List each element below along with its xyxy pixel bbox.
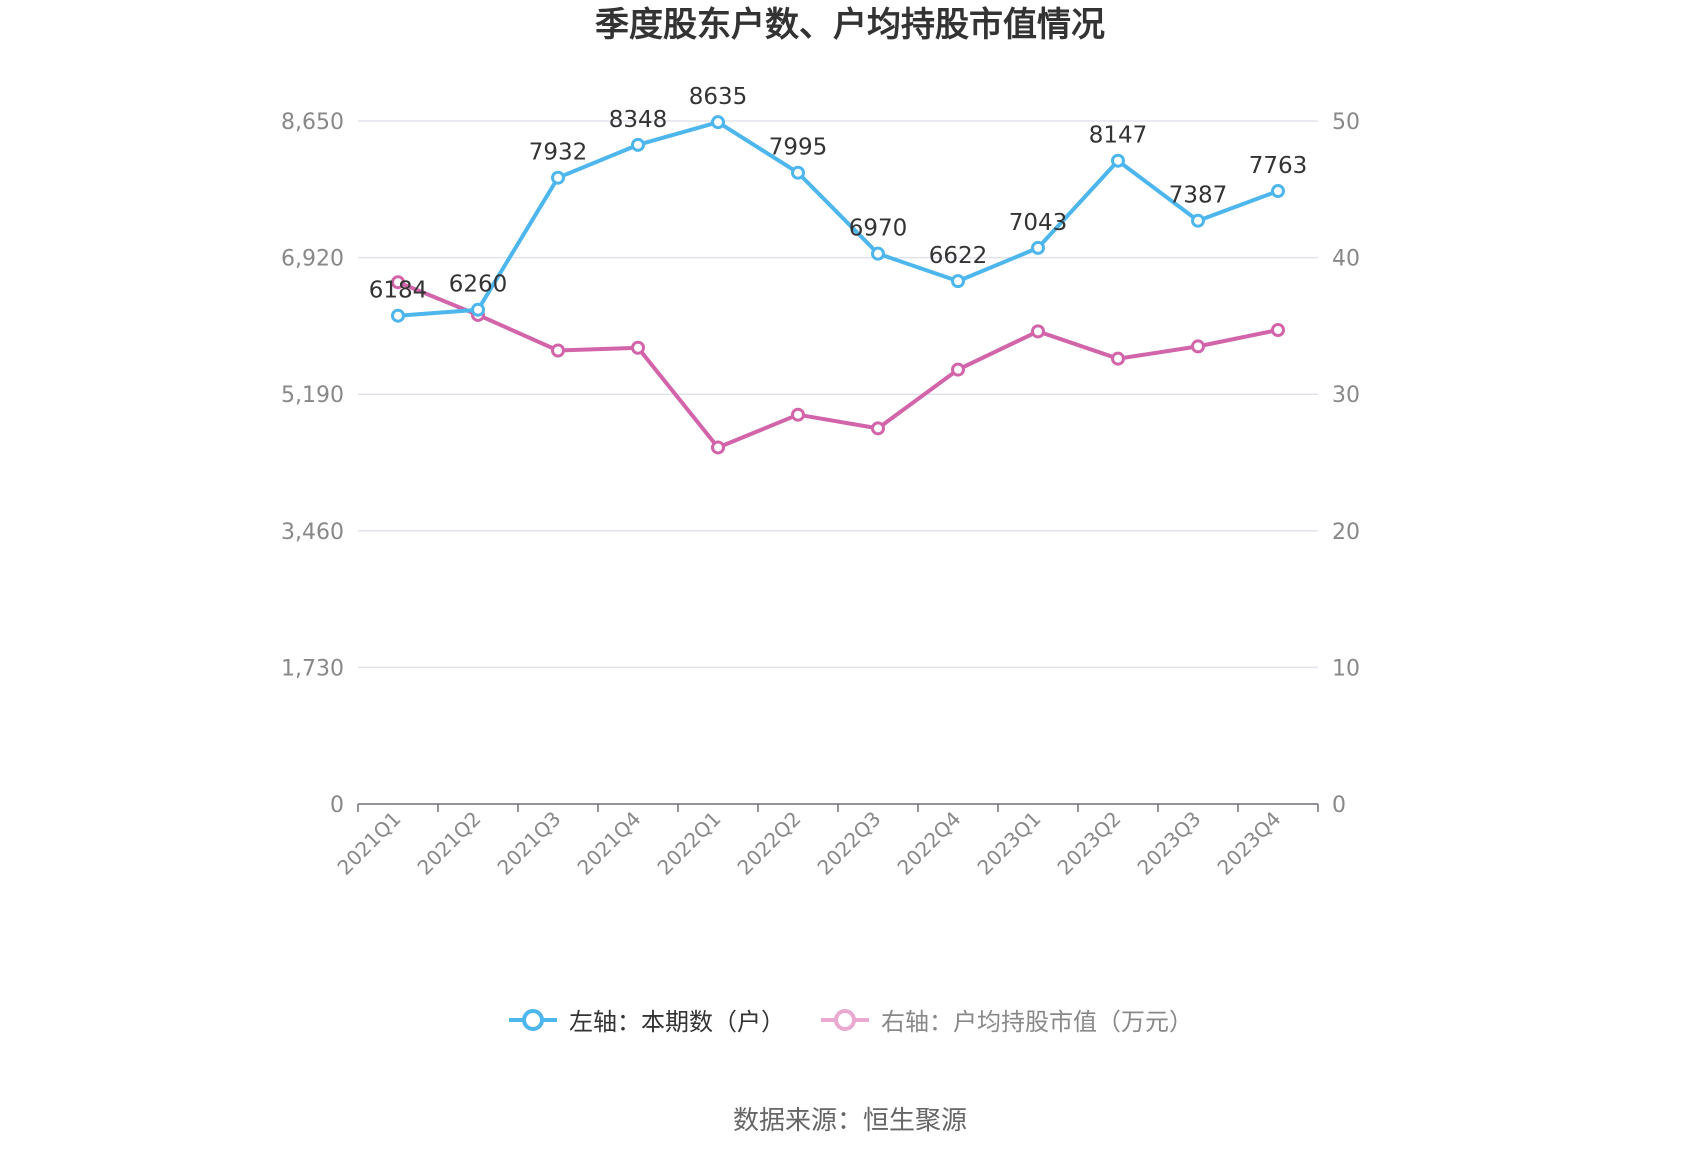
- data-label: 8348: [609, 107, 668, 133]
- left-axis-tick-label: 8,650: [281, 110, 344, 135]
- data-point-households: [1191, 213, 1205, 228]
- data-point-avg-value: [871, 421, 885, 436]
- data-labels: 6184 6260 7932 8348 8635 7995 6970 6622 7043 8147…: [369, 84, 1308, 304]
- left-axis-tick-label: 6,920: [281, 247, 344, 272]
- data-point-avg-value: [391, 275, 405, 290]
- data-point-avg-value: [711, 440, 725, 455]
- right-axis-tick-label: 10: [1332, 656, 1360, 681]
- data-label: 6970: [849, 216, 908, 242]
- grid-lines: [358, 120, 1318, 669]
- data-label: 7995: [769, 135, 828, 161]
- data-label: 7763: [1249, 153, 1308, 179]
- left-axis-tick-label: 0: [330, 793, 344, 818]
- legend-item-avg-value[interactable]: 右轴：户均持股市值（万元）: [819, 1002, 1193, 1037]
- x-axis-tick-label: 2021Q4: [572, 807, 645, 880]
- x-axis-tick-label: 2023Q1: [972, 807, 1045, 880]
- data-label: 6184: [369, 278, 428, 304]
- x-axis-tick-label: 2021Q3: [492, 807, 565, 880]
- data-point-households: [551, 170, 565, 185]
- data-label: 7387: [1169, 183, 1228, 209]
- left-axis-tick-label: 5,190: [281, 383, 344, 408]
- data-point-avg-value: [1191, 339, 1205, 354]
- data-label: 8635: [689, 84, 748, 110]
- data-point-households: [631, 137, 645, 152]
- series: [391, 115, 1285, 455]
- legend-label-avg-value: 右轴：户均持股市值（万元）: [881, 1008, 1193, 1036]
- data-point-households: [711, 115, 725, 130]
- data-label: 7932: [529, 140, 588, 166]
- data-point-avg-value: [1111, 351, 1125, 366]
- series-line-households: [397, 120, 1279, 318]
- x-axis-tick-label: 2023Q4: [1212, 807, 1285, 880]
- data-point-households: [951, 274, 965, 289]
- left-axis-tick-label: 1,730: [281, 656, 344, 681]
- data-point-avg-value: [1271, 322, 1285, 337]
- legend-line-circle-icon: [509, 1008, 557, 1031]
- right-axis-tick-label: 40: [1332, 247, 1360, 272]
- chart-title: 季度股东户数、户均持股市值情况: [595, 5, 1105, 45]
- right-axis-tick-label: 50: [1332, 110, 1360, 135]
- x-axis-tick-label: 2022Q3: [812, 807, 885, 880]
- x-axis-tick-label: 2023Q3: [1132, 807, 1205, 880]
- x-axis-tick-label: 2021Q2: [412, 807, 485, 880]
- line-chart: 0 0 1,730 10 3,460 20 5,190 30 6,920 40 8,650 50 202…: [281, 84, 1360, 880]
- data-point-households: [1271, 184, 1285, 199]
- data-point-households: [391, 308, 405, 323]
- data-point-avg-value: [1031, 324, 1045, 339]
- data-point-avg-value: [551, 343, 565, 358]
- right-axis-tick-label: 0: [1332, 793, 1346, 818]
- data-source-note: 数据来源：恒生聚源: [732, 1106, 967, 1136]
- legend: 左轴：本期数（户） 右轴：户均持股市值（万元）: [0, 1002, 1700, 1037]
- data-point-households: [871, 246, 885, 261]
- data-point-avg-value: [951, 362, 965, 377]
- legend-label-households: 左轴：本期数（户）: [569, 1008, 785, 1036]
- x-axis-tick-label: 2022Q4: [892, 807, 965, 880]
- x-axis-tick-label: 2023Q2: [1052, 807, 1125, 880]
- series-line-avg-value: [397, 280, 1279, 450]
- data-point-households: [1111, 153, 1125, 168]
- data-label: 6260: [449, 272, 508, 298]
- data-point-avg-value: [631, 340, 645, 355]
- legend-line-circle-icon: [821, 1008, 869, 1031]
- left-axis-tick-label: 3,460: [281, 520, 344, 545]
- right-axis-tick-label: 20: [1332, 520, 1360, 545]
- data-point-households: [791, 165, 805, 180]
- data-label: 7043: [1009, 210, 1068, 236]
- data-point-households: [471, 302, 485, 317]
- legend-item-households[interactable]: 左轴：本期数（户）: [507, 1002, 785, 1037]
- data-label: 6622: [929, 243, 988, 269]
- data-point-households: [1031, 240, 1045, 255]
- x-axis-tick-label: 2022Q1: [652, 807, 725, 880]
- data-point-avg-value: [791, 407, 805, 422]
- x-axis-tick-label: 2022Q2: [732, 807, 805, 880]
- data-label: 8147: [1089, 123, 1148, 149]
- right-axis-tick-label: 30: [1332, 383, 1360, 408]
